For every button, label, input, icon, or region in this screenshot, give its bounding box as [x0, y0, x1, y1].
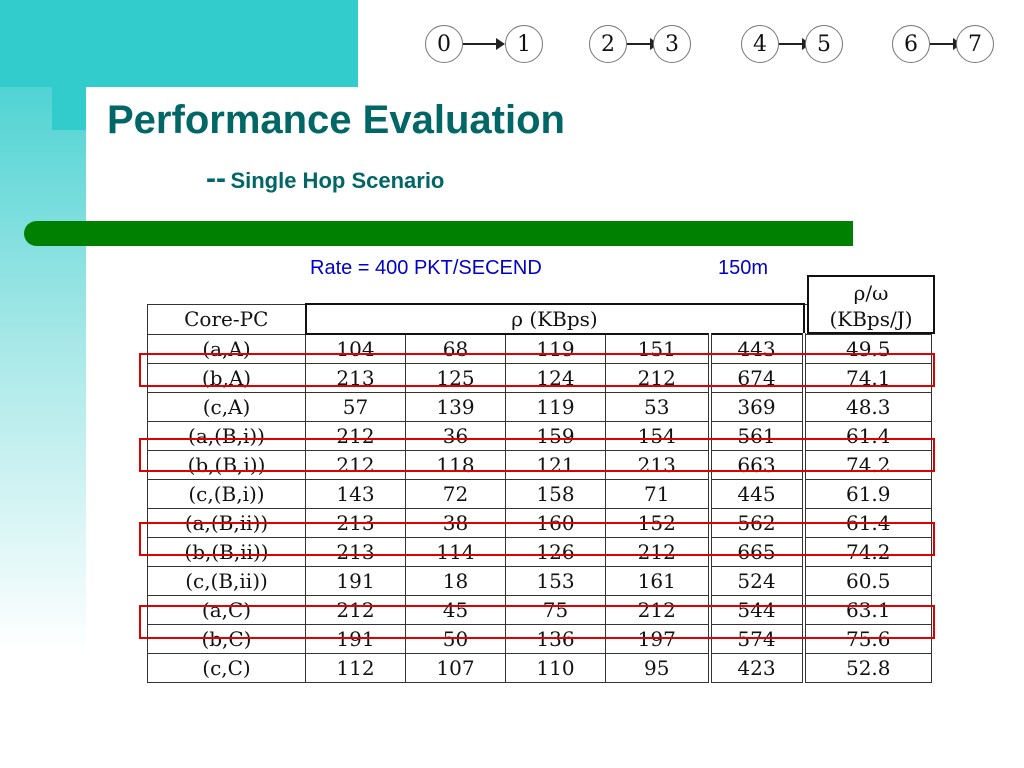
rate-label: Rate = 400 PKT/SECEND	[310, 257, 542, 279]
table-cell: 524	[709, 566, 806, 596]
table-cell: 191	[305, 566, 406, 596]
subtitle-text: Single Hop Scenario	[230, 168, 445, 193]
table-cell: 197	[605, 624, 712, 654]
table-cell: 212	[605, 595, 712, 625]
row-label: (c,(B,i))	[147, 479, 306, 509]
node-circle: 3	[653, 25, 691, 63]
table-cell: 139	[405, 392, 506, 422]
table-cell: 57	[305, 392, 406, 422]
subtitle-dash: --	[206, 162, 226, 195]
table-cell: 118	[405, 450, 506, 480]
node-circle: 0	[425, 25, 463, 63]
table-row: (c,A) 57 139 119 53 369 48.3	[147, 392, 932, 422]
table-cell: 52.8	[803, 653, 932, 683]
node-circle: 2	[589, 25, 627, 63]
node-circle: 1	[505, 25, 543, 63]
table-cell: 49.5	[803, 333, 932, 364]
row-label: (c,A)	[147, 392, 306, 422]
table-cell: 119	[505, 392, 606, 422]
table-cell: 158	[505, 479, 606, 509]
node-circle: 6	[892, 25, 930, 63]
table-cell: 110	[505, 653, 606, 683]
highlight-box-row-b-a	[139, 353, 935, 387]
table-cell: 48.3	[803, 392, 932, 422]
node-circle: 7	[956, 25, 994, 63]
distance-label: 150m	[718, 257, 769, 279]
column-header-core-pc: Core-PC	[147, 303, 306, 335]
row-label: (c,C)	[147, 653, 306, 683]
table-cell: 561	[709, 421, 806, 451]
table-cell: 443	[709, 333, 806, 364]
table-cell: 61.4	[803, 421, 932, 451]
arrow-icon	[463, 38, 505, 50]
table-row: (c,(B,ii)) 191 18 153 161 524 60.5	[147, 566, 932, 596]
table-cell: 112	[305, 653, 406, 683]
table-cell: 121	[505, 450, 606, 480]
highlight-box-row-b-c	[139, 605, 935, 639]
table-cell: 107	[405, 653, 506, 683]
table-cell: 159	[505, 421, 606, 451]
table-cell: 153	[505, 566, 606, 596]
title-underline-bar	[24, 221, 853, 246]
node-pair-diagram: 0 1 2 3 4 5 6 7	[425, 22, 1005, 72]
table-cell: 161	[605, 566, 712, 596]
table-cell: 213	[605, 450, 712, 480]
table-cell: 72	[405, 479, 506, 509]
node-circle: 5	[805, 25, 843, 63]
table-cell: 119	[505, 333, 606, 364]
node-circle: 4	[741, 25, 779, 63]
table-cell: 212	[605, 537, 712, 567]
table-cell: 665	[709, 537, 806, 567]
table-cell: 60.5	[803, 566, 932, 596]
table-row: (a,C) 212 45 75 212 544 63.1	[147, 595, 932, 625]
column-header-efficiency: ρ/ω (KBps/J)	[807, 275, 935, 334]
table-cell: 75.6	[803, 624, 932, 654]
table-cell: 71	[605, 479, 712, 509]
table-row: (a,(B,i)) 212 36 159 154 561 61.4	[147, 421, 932, 451]
table-cell: 50	[405, 624, 506, 654]
row-label: (b,(B,ii))	[147, 537, 306, 567]
table-cell: 53	[605, 392, 712, 422]
table-cell: 445	[709, 479, 806, 509]
highlight-box-row-b-bii	[139, 522, 935, 556]
efficiency-symbol: ρ/ω	[853, 281, 889, 305]
table-cell: 574	[709, 624, 806, 654]
results-table: Core-PC ρ (KBps) (a,A) 104 68 119 151 443 49.5…	[147, 303, 932, 683]
table-row: (c,C) 112 107 110 95 423 52.8	[147, 653, 932, 683]
table-cell: 74.2	[803, 450, 932, 480]
row-label: (c,(B,ii))	[147, 566, 306, 596]
efficiency-unit: (KBps/J)	[829, 307, 913, 331]
table-cell: 213	[305, 537, 406, 567]
table-cell: 18	[405, 566, 506, 596]
table-cell: 74.2	[803, 537, 932, 567]
highlight-box-row-b-bi	[139, 438, 935, 472]
row-label: (a,(B,i))	[147, 421, 306, 451]
table-cell: 68	[405, 333, 506, 364]
table-cell: 369	[709, 392, 806, 422]
row-label: (b,(B,i))	[147, 450, 306, 480]
table-cell: 423	[709, 653, 806, 683]
table-row: (b,(B,ii)) 213 114 126 212 665 74.2	[147, 537, 932, 567]
table-row: (c,(B,i)) 143 72 158 71 445 61.9	[147, 479, 932, 509]
slide-subtitle: -- Single Hop Scenario	[206, 162, 444, 196]
table-cell: 63.1	[803, 595, 932, 625]
column-header-rho: ρ (KBps)	[304, 303, 805, 335]
table-cell: 143	[305, 479, 406, 509]
table-cell: 95	[605, 653, 712, 683]
background-teal-accent	[52, 0, 86, 130]
table-cell: 61.9	[803, 479, 932, 509]
table-cell: 544	[709, 595, 806, 625]
slide-title: Performance Evaluation	[107, 98, 565, 142]
